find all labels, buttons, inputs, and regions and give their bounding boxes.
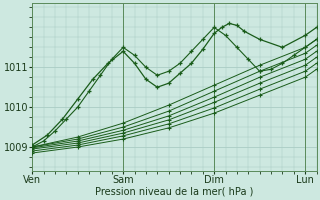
X-axis label: Pression niveau de la mer( hPa ): Pression niveau de la mer( hPa ) — [95, 187, 253, 197]
